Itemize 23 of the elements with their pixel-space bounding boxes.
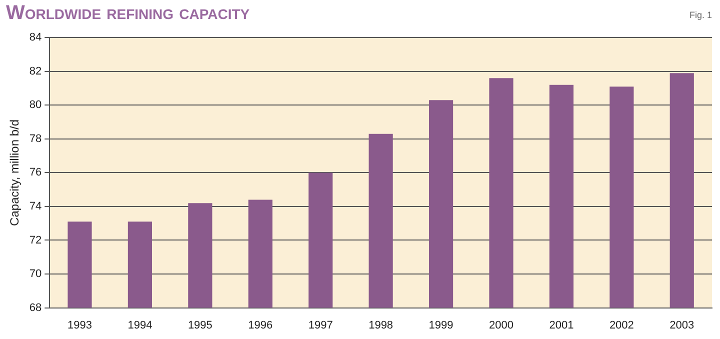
x-tick-label: 1993 bbox=[68, 319, 92, 332]
y-tick-label: 76 bbox=[29, 166, 42, 179]
x-tick-label: 1995 bbox=[188, 319, 212, 332]
x-tick-label: 1997 bbox=[308, 319, 333, 332]
y-tick-label: 80 bbox=[29, 99, 42, 112]
x-tick-label: 1996 bbox=[248, 319, 273, 332]
x-tick-label: 2003 bbox=[670, 319, 694, 332]
y-tick-label: 72 bbox=[29, 234, 42, 246]
y-tick-label: 78 bbox=[29, 132, 42, 145]
y-tick-label: 68 bbox=[29, 302, 42, 314]
y-axis-title: Capacity, million b/d bbox=[8, 119, 22, 226]
x-tick-label: 2001 bbox=[549, 319, 574, 332]
y-tick-label: 82 bbox=[29, 65, 42, 78]
y-tick-label: 74 bbox=[29, 200, 42, 213]
x-tick-label: 2000 bbox=[489, 319, 514, 332]
x-tick-label: 1994 bbox=[128, 319, 152, 332]
y-tick-label: 84 bbox=[29, 32, 42, 44]
x-tick-label: 2002 bbox=[609, 319, 634, 332]
x-tick-label: 1999 bbox=[428, 319, 454, 332]
y-tick-label: 70 bbox=[29, 268, 42, 280]
x-tick-label: 1998 bbox=[368, 319, 394, 332]
chart-title: Worldwide refining capacity bbox=[6, 2, 250, 25]
caption: Fig. 1 bbox=[689, 10, 712, 20]
